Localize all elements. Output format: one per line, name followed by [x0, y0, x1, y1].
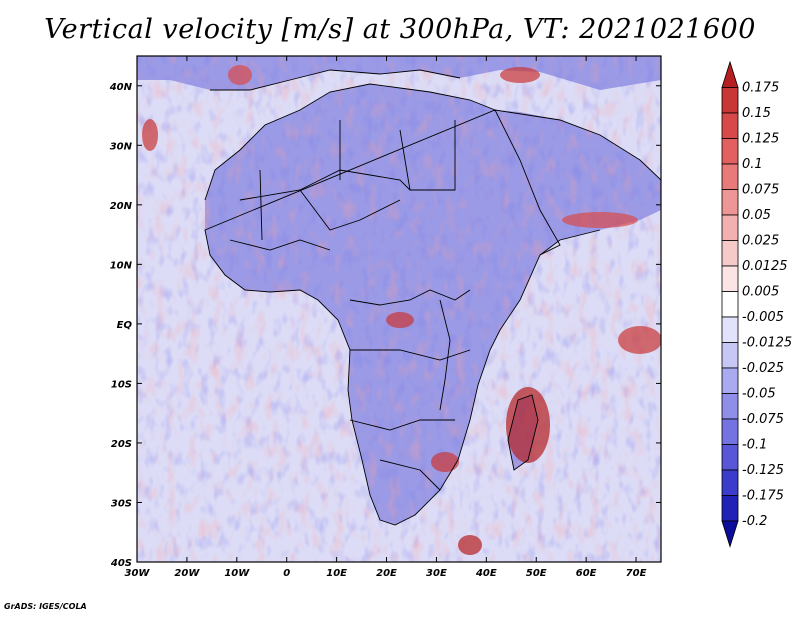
- colorbar-swatch: [721, 163, 739, 190]
- colorbar-max-triangle: [721, 60, 739, 88]
- colorbar-label: -0.025: [742, 361, 784, 376]
- colorbar-label: -0.1: [742, 438, 767, 453]
- lat-tick-label: 20S: [111, 439, 132, 450]
- lon-tick-label: 0: [283, 568, 290, 579]
- hotspot: [618, 326, 661, 354]
- colorbar-swatch: [721, 240, 739, 267]
- colorbar-label: 0.1: [742, 157, 763, 172]
- colorbar-label: 0.05: [742, 208, 771, 223]
- colorbar: 0.175 0.15 0.125 0.1 0.075 0.05 0.025 0.0125 0.0…: [721, 60, 792, 548]
- hotspot: [500, 67, 540, 83]
- lat-tick-label: 10S: [111, 379, 132, 390]
- hotspot: [386, 312, 414, 328]
- country-borders: [204, 69, 661, 526]
- colorbar-label: 0.175: [742, 81, 779, 96]
- colorbar-swatch: [721, 265, 739, 292]
- colorbar-swatch: [721, 469, 739, 496]
- hotspot: [458, 535, 482, 555]
- lat-tick-label: 20N: [110, 201, 133, 212]
- colorbar-swatch: [721, 342, 739, 369]
- hotspot: [228, 65, 252, 85]
- map-title: Vertical velocity [m/s] at 300hPa, VT: 2…: [44, 14, 756, 45]
- colorbar-swatch: [721, 291, 739, 318]
- colorbar-label: -0.005: [742, 310, 784, 325]
- downward-motion-texture: [137, 56, 661, 562]
- map-frame: [136, 55, 662, 563]
- hotspot: [142, 119, 158, 151]
- hotspot: [431, 452, 459, 472]
- colorbar-label: -0.125: [742, 463, 784, 478]
- lat-tick-label: 40N: [109, 82, 133, 93]
- lon-tick-label: 30E: [426, 568, 447, 579]
- colorbar-swatch: [721, 393, 739, 420]
- colorbar-swatch: [721, 316, 739, 343]
- colorbar-swatch: [721, 367, 739, 394]
- lon-tick-label: 60E: [576, 568, 597, 579]
- grads-credit: GrADS: IGES/COLA: [4, 602, 87, 611]
- lon-tick-label: 10E: [326, 568, 347, 579]
- latitude-axis: 40N 30N 20N 10N EQ 10S 20S 30S 40S: [109, 82, 661, 569]
- colorbar-swatch: [721, 138, 739, 165]
- ascent-hotspots: [142, 65, 661, 555]
- hotspot: [562, 212, 638, 228]
- colorbar-swatch: [721, 418, 739, 445]
- longitude-axis: 30W 20W 10W 0 10E 20E 30E 40E 50E 60E 70E: [125, 56, 647, 579]
- lat-tick-label: EQ: [117, 320, 133, 331]
- colorbar-label: 0.025: [742, 234, 779, 249]
- lon-tick-label: 50E: [526, 568, 547, 579]
- lat-tick-label: 10N: [110, 260, 133, 271]
- lat-tick-label: 30S: [111, 498, 132, 509]
- colorbar-label: -0.0125: [742, 336, 792, 351]
- colorbar-swatch: [721, 214, 739, 241]
- map-field: [137, 56, 661, 562]
- colorbar-label: 0.005: [742, 285, 779, 300]
- colorbar-swatch: [721, 189, 739, 216]
- hotspot: [506, 387, 550, 463]
- colorbar-swatch: [721, 444, 739, 471]
- colorbar-label: -0.075: [742, 412, 784, 427]
- colorbar-label: -0.2: [742, 514, 767, 529]
- lon-tick-label: 20E: [376, 568, 397, 579]
- colorbar-min-triangle: [721, 520, 739, 548]
- lon-tick-label: 20W: [174, 568, 200, 579]
- lat-tick-label: 30N: [110, 141, 133, 152]
- colorbar-swatch: [721, 112, 739, 139]
- colorbar-label: -0.05: [742, 387, 776, 402]
- colorbar-label: 0.15: [742, 106, 771, 121]
- lon-tick-label: 70E: [626, 568, 647, 579]
- lon-tick-label: 30W: [125, 568, 151, 579]
- colorbar-swatch: [721, 87, 739, 114]
- colorbar-swatch: [721, 495, 739, 522]
- lat-tick-label: 40S: [110, 558, 132, 569]
- colorbar-label: 0.075: [742, 183, 779, 198]
- lon-tick-label: 40E: [475, 568, 497, 579]
- lon-tick-label: 10W: [224, 568, 250, 579]
- colorbar-label: -0.175: [742, 489, 784, 504]
- colorbar-label: 0.125: [742, 132, 779, 147]
- colorbar-label: 0.0125: [742, 259, 788, 274]
